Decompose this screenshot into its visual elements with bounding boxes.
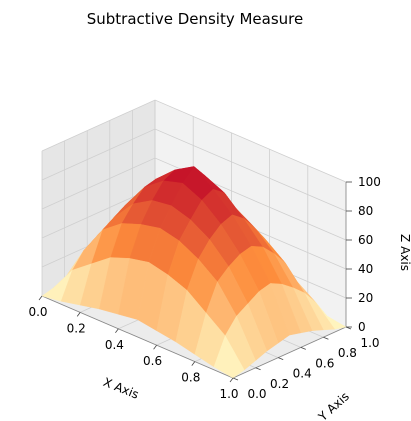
back-pane: [155, 100, 346, 327]
y-tick-mark: [255, 367, 261, 371]
x-tick-mark: [191, 361, 196, 366]
x-tick-mark: [115, 328, 119, 334]
axis-edge: [232, 326, 347, 379]
y-tick-label: 0.0: [247, 387, 266, 401]
x-tick-label: 1.0: [219, 387, 238, 401]
x-tick-label: 0.8: [181, 371, 200, 385]
z-tick-label: 40: [358, 262, 373, 276]
z-axis-label: Z Axis: [398, 234, 411, 271]
x-tick-label: 0.2: [67, 321, 86, 335]
y-tick-mark: [232, 377, 239, 381]
chart-title: Subtractive Density Measure: [87, 10, 304, 28]
y-tick-label: 0.8: [338, 346, 357, 360]
y-tick-label: 0.2: [270, 377, 289, 391]
tick-labels: 0.00.20.40.60.81.0 0.00.20.40.60.81.00204…: [28, 175, 380, 401]
x-tick-mark: [153, 344, 157, 350]
x-tick-mark: [76, 312, 81, 317]
z-tick-label: 0: [358, 320, 366, 334]
x-tick-label: 0.0: [28, 305, 47, 319]
z-gridline: [41, 99, 347, 183]
z-gridline: [41, 157, 347, 241]
x-tick-mark: [229, 377, 234, 383]
axis-edge: [41, 295, 234, 379]
y-tick-mark: [323, 336, 329, 340]
density-surface: [41, 166, 347, 379]
x-axis-label: X Axis: [101, 375, 140, 402]
y-tick-label: 0.4: [293, 367, 312, 381]
z-tick-label: 20: [358, 291, 373, 305]
x-tick-label: 0.6: [143, 354, 162, 368]
surface-facet: [213, 335, 245, 379]
y-tick-mark: [300, 347, 306, 350]
x-tick-mark: [38, 295, 43, 301]
z-tick-label: 100: [358, 175, 381, 189]
y-tick-mark: [278, 357, 284, 360]
x-tick-label: 0.4: [105, 338, 124, 352]
z-tick-label: 80: [358, 204, 373, 218]
z-gridline: [41, 128, 347, 212]
y-tick-label: 1.0: [360, 336, 379, 350]
y-axis-label: Y Axis: [315, 389, 352, 421]
y-tick-label: 0.6: [315, 356, 334, 370]
z-tick-label: 60: [358, 233, 373, 247]
axis-edges: [41, 182, 347, 379]
